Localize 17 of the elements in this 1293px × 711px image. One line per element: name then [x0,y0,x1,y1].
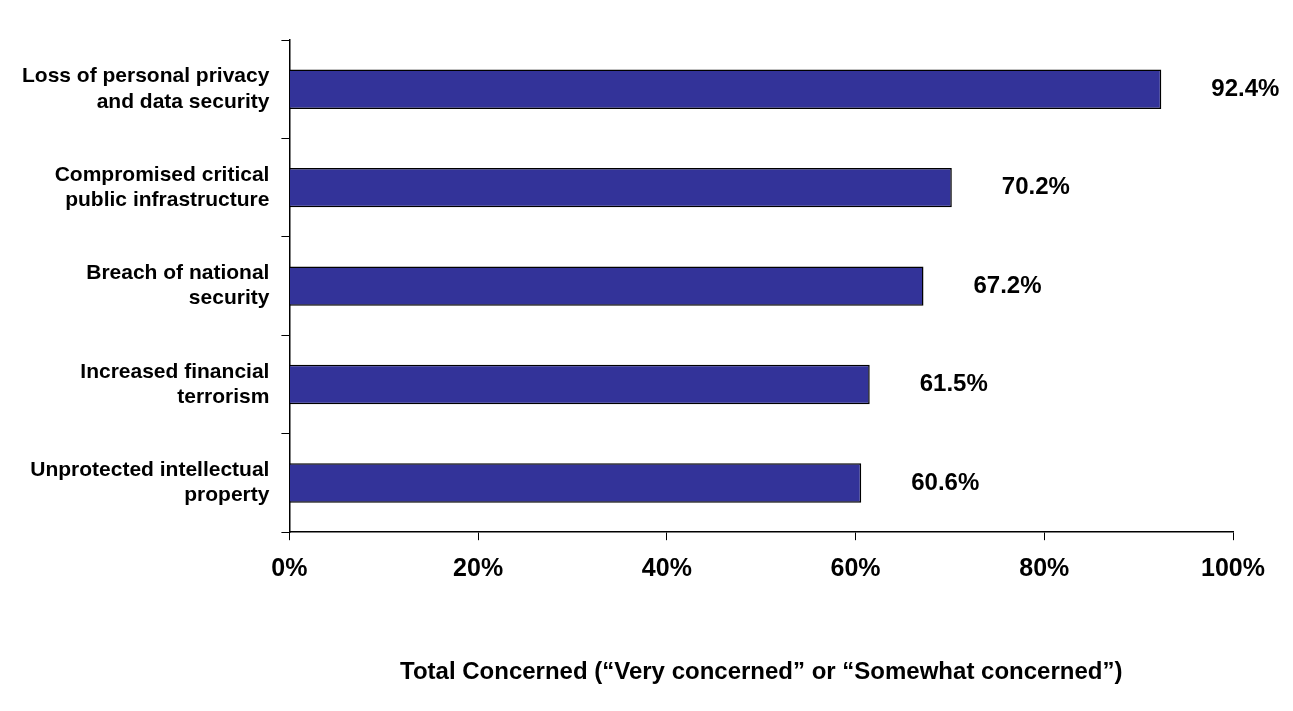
y-tick-label: Unprotected intellectual property [30,457,270,506]
x-tick-label: 60% [830,553,881,582]
data-label: 67.2% [973,270,1042,298]
x-tick-label: 40% [641,553,692,582]
data-label: 70.2% [1001,172,1070,200]
x-tick-label: 20% [453,553,504,582]
y-tick-label: Increased financial terrorism [80,358,270,407]
data-label: 60.6% [911,467,980,495]
x-axis-title: Total Concerned (“Very concerned” or “Somewhat concerned”) [400,657,1123,685]
x-tick-label: 0% [271,553,308,582]
y-tick-label: Breach of national security [86,260,270,309]
x-tick-label: 100% [1201,553,1265,582]
x-tick-label: 80% [1019,553,1070,582]
data-label: 61.5% [919,369,988,397]
y-tick-label: Loss of personal privacy and data security [21,63,270,112]
data-label: 92.4% [1211,73,1280,101]
y-tick-label: Compromised critical public infrastructure [54,161,270,211]
